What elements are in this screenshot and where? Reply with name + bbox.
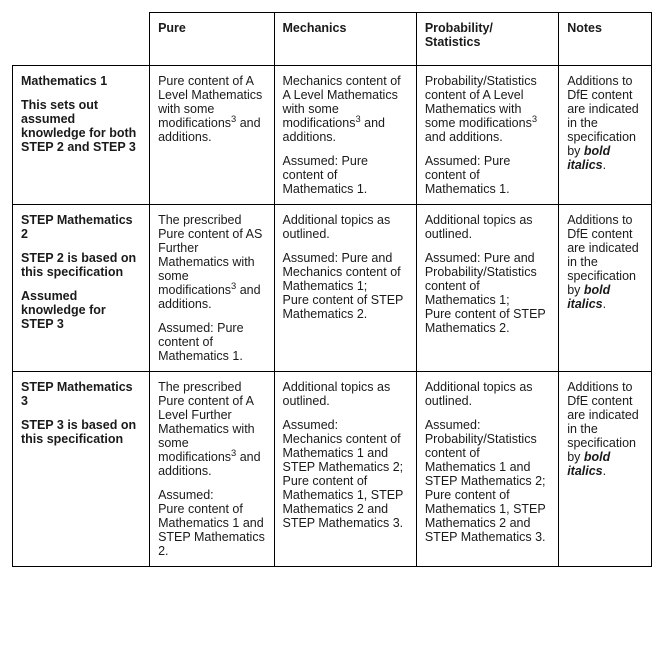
row-header-line: STEP Mathematics 2: [21, 213, 141, 241]
notes-paragraph: Additions to DfE content are indicated i…: [567, 380, 643, 478]
col-header-notes: Notes: [559, 13, 652, 66]
cell-paragraph: Pure content of A Level Mathematics with…: [158, 74, 265, 144]
bold-italics-phrase: bold italics: [567, 283, 610, 311]
cell-paragraph: Mechanics content of A Level Mathematics…: [283, 74, 408, 144]
cell-paragraph: Assumed: Pure content of Mathematics 1.: [283, 154, 408, 196]
cell-paragraph: Additional topics as outlined.: [283, 213, 408, 241]
footnote-superscript: 3: [231, 448, 236, 458]
cell-paragraph: Additional topics as outlined.: [425, 380, 550, 408]
cell-paragraph: Additional topics as outlined.: [425, 213, 550, 241]
footnote-superscript: 3: [231, 281, 236, 291]
footnote-superscript: 3: [532, 114, 537, 124]
notes-paragraph: Additions to DfE content are indicated i…: [567, 74, 643, 172]
cell-paragraph: Assumed: Pure content of Mathematics 1.: [158, 321, 265, 363]
cell-paragraph: Assumed: Pure and Probability/Statistics…: [425, 251, 550, 335]
cell-notes: Additions to DfE content are indicated i…: [559, 66, 652, 205]
col-header-probstats: Probability/ Statistics: [416, 13, 558, 66]
row-header-line: This sets out assumed knowledge for both…: [21, 98, 141, 154]
row-header-line: Assumed knowledge for STEP 3: [21, 289, 141, 331]
row-header-line: STEP 3 is based on this specification: [21, 418, 141, 446]
footnote-superscript: 3: [355, 114, 360, 124]
table-row: Mathematics 1 This sets out assumed knowl…: [13, 66, 652, 205]
cell-paragraph: The prescribed Pure content of AS Furthe…: [158, 213, 265, 311]
bold-italics-phrase: bold italics: [567, 144, 610, 172]
notes-paragraph: Additions to DfE content are indicated i…: [567, 213, 643, 311]
cell-paragraph: Assumed: Probability/Statistics content …: [425, 418, 550, 544]
cell-pure: The prescribed Pure content of AS Furthe…: [150, 205, 274, 372]
cell-prob: Additional topics as outlined. Assumed: P…: [416, 372, 558, 567]
row-header: Mathematics 1 This sets out assumed knowl…: [13, 66, 150, 205]
cell-mech: Additional topics as outlined. Assumed: M…: [274, 372, 416, 567]
cell-paragraph: Assumed: Pure content of Mathematics 1.: [425, 154, 550, 196]
table-body: Mathematics 1 This sets out assumed knowl…: [13, 66, 652, 567]
corner-cell: [13, 13, 150, 66]
row-header: STEP Mathematics 2 STEP 2 is based on thi…: [13, 205, 150, 372]
cell-pure: Pure content of A Level Mathematics with…: [150, 66, 274, 205]
cell-paragraph: Assumed: Mechanics content of Mathematic…: [283, 418, 408, 530]
cell-paragraph: The prescribed Pure content of A Level F…: [158, 380, 265, 478]
cell-paragraph: Probability/Statistics content of A Leve…: [425, 74, 550, 144]
cell-notes: Additions to DfE content are indicated i…: [559, 205, 652, 372]
row-header: STEP Mathematics 3 STEP 3 is based on thi…: [13, 372, 150, 567]
row-header-line: STEP Mathematics 3: [21, 380, 141, 408]
col-header-mechanics: Mechanics: [274, 13, 416, 66]
cell-notes: Additions to DfE content are indicated i…: [559, 372, 652, 567]
row-header-line: Mathematics 1: [21, 74, 141, 88]
col-header-pure: Pure: [150, 13, 274, 66]
row-header-line: STEP 2 is based on this specification: [21, 251, 141, 279]
header-row: Pure Mechanics Probability/ Statistics N…: [13, 13, 652, 66]
spec-table: Pure Mechanics Probability/ Statistics N…: [12, 12, 652, 567]
cell-mech: Additional topics as outlined. Assumed: P…: [274, 205, 416, 372]
cell-prob: Probability/Statistics content of A Leve…: [416, 66, 558, 205]
footnote-superscript: 3: [231, 114, 236, 124]
cell-mech: Mechanics content of A Level Mathematics…: [274, 66, 416, 205]
bold-italics-phrase: bold italics: [567, 450, 610, 478]
cell-pure: The prescribed Pure content of A Level F…: [150, 372, 274, 567]
cell-paragraph: Assumed: Pure content of Mathematics 1 a…: [158, 488, 265, 558]
cell-paragraph: Additional topics as outlined.: [283, 380, 408, 408]
cell-prob: Additional topics as outlined. Assumed: P…: [416, 205, 558, 372]
table-row: STEP Mathematics 2 STEP 2 is based on thi…: [13, 205, 652, 372]
table-row: STEP Mathematics 3 STEP 3 is based on thi…: [13, 372, 652, 567]
cell-paragraph: Assumed: Pure and Mechanics content of M…: [283, 251, 408, 321]
